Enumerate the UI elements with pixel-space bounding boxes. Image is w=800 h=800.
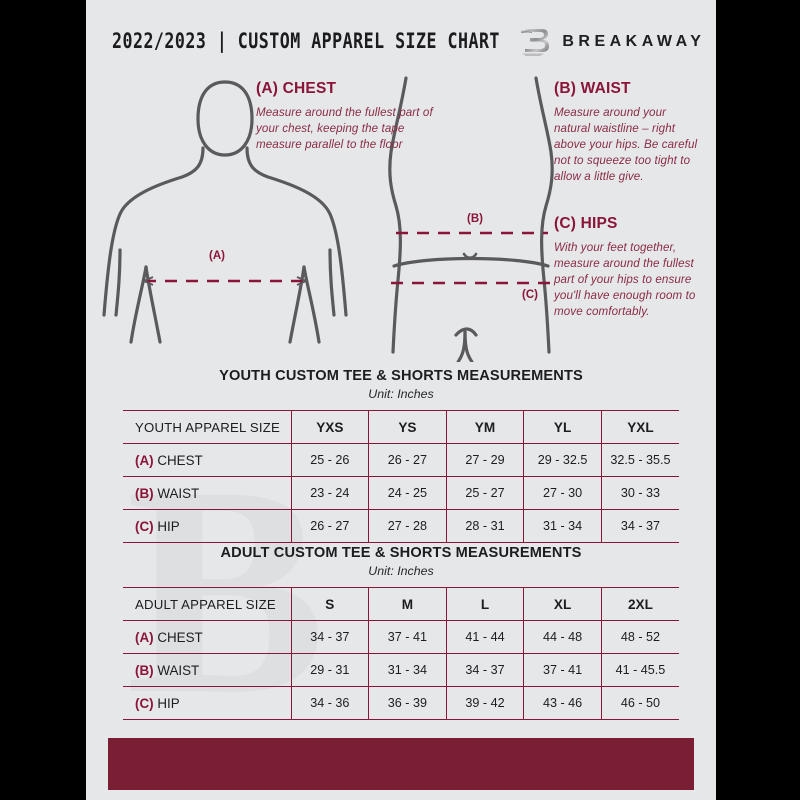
size-chart-page: B 2022/2023 | CUSTOM APPAREL SIZE CHART: [86, 0, 716, 800]
youth-row-label-chest: (A) CHEST: [123, 443, 292, 477]
table-cell: 23 - 24: [290, 476, 370, 510]
adult-column-header-l: L: [445, 587, 525, 621]
waist-body-text: Measure around your natural waistline – …: [554, 106, 698, 183]
table-row: (B) WAIST 23 - 24 24 - 25 25 - 27 27 - 30 30 …: [123, 476, 679, 510]
table-cell: 36 - 39: [368, 686, 447, 720]
male-hips-illustration: [388, 76, 554, 362]
chest-body-text: Measure around the fullest part of your …: [256, 106, 433, 151]
table-row: (A) CHEST 34 - 37 37 - 41 41 - 44 44 - 48 48 …: [123, 620, 679, 654]
measure-tag: (B): [135, 485, 154, 501]
table-cell: 28 - 31: [445, 509, 525, 543]
table-cell: 24 - 25: [368, 476, 447, 510]
brand-name: BREAKAWAY: [562, 33, 706, 50]
measure-tag: (A): [135, 452, 154, 468]
youth-column-header-yxl: YXL: [600, 410, 679, 444]
breakaway-b-logo-icon: [521, 29, 550, 56]
table-cell: 30 - 33: [600, 476, 679, 510]
adult-table-body: (A) CHEST 34 - 37 37 - 41 41 - 44 44 - 48 48 …: [123, 620, 679, 720]
waist-description-block: (B) WAIST Measure around your natural wa…: [554, 80, 704, 184]
table-cell: 32.5 - 35.5: [600, 443, 679, 477]
youth-table-header-row: YOUTH APPAREL SIZE YXS YS YM YL YXL: [123, 410, 679, 444]
adult-row-header-label: ADULT APPAREL SIZE: [123, 587, 292, 621]
table-cell: 39 - 42: [445, 686, 525, 720]
table-cell: 27 - 30: [523, 476, 602, 510]
table-cell: 46 - 50: [600, 686, 679, 720]
adult-size-table: ADULT APPAREL SIZE S M L XL 2XL (A) CHEST 34 -…: [123, 587, 679, 720]
table-cell: 44 - 48: [523, 620, 602, 654]
measurement-illustration: (A) (B) (C) (A) CHEST Measure around the…: [86, 70, 716, 362]
chest-heading: (A) CHEST: [256, 80, 337, 97]
table-cell: 31 - 34: [523, 509, 602, 543]
adult-row-label-hip: (C) HIP: [123, 686, 292, 720]
hips-description-block: (C) HIPS With your feet together, measur…: [554, 215, 706, 319]
table-cell: 37 - 41: [523, 653, 602, 687]
measure-tag: (C): [135, 695, 154, 711]
youth-row-header-label: YOUTH APPAREL SIZE: [123, 410, 292, 444]
adult-column-header-s: S: [290, 587, 370, 621]
adult-column-header-m: M: [368, 587, 447, 621]
table-cell: 43 - 46: [523, 686, 602, 720]
table-cell: 41 - 44: [445, 620, 525, 654]
youth-size-section: YOUTH CUSTOM TEE & SHORTS MEASUREMENTS U…: [86, 368, 716, 543]
brand-lockup: BREAKAWAY: [520, 26, 705, 58]
youth-column-header-ys: YS: [368, 410, 447, 444]
adult-table-unit: Unit: Inches: [368, 564, 434, 578]
table-cell: 48 - 52: [600, 620, 679, 654]
male-torso-front-illustration: [102, 80, 348, 344]
footer-accent-bar: [108, 738, 694, 790]
chest-arrow-right: [296, 276, 307, 286]
youth-table-unit: Unit: Inches: [368, 387, 434, 401]
waist-marker-label: (B): [467, 213, 483, 225]
table-cell: 29 - 31: [290, 653, 370, 687]
table-cell: 41 - 45.5: [600, 653, 679, 687]
measure-tag: (C): [135, 518, 154, 534]
table-cell: 37 - 41: [368, 620, 447, 654]
table-row: (C) HIP 34 - 36 36 - 39 39 - 42 43 - 46 46 - …: [123, 686, 679, 720]
hip-marker-label: (C): [522, 289, 538, 301]
adult-table-header-row: ADULT APPAREL SIZE S M L XL 2XL: [123, 587, 679, 621]
body-diagram-svg: [102, 76, 556, 362]
youth-size-table: YOUTH APPAREL SIZE YXS YS YM YL YXL (A) CHEST…: [123, 410, 679, 543]
chest-arrow-left: [143, 276, 154, 286]
chest-marker-label: (A): [209, 250, 225, 262]
hips-heading: (C) HIPS: [554, 215, 618, 232]
table-cell: 34 - 37: [290, 620, 370, 654]
adult-row-label-waist: (B) WAIST: [123, 653, 292, 687]
table-row: (B) WAIST 29 - 31 31 - 34 34 - 37 37 - 41 41 …: [123, 653, 679, 687]
table-cell: 26 - 27: [290, 509, 370, 543]
adult-size-section: ADULT CUSTOM TEE & SHORTS MEASUREMENTS U…: [86, 545, 716, 720]
youth-row-label-waist: (B) WAIST: [123, 476, 292, 510]
table-cell: 26 - 27: [368, 443, 447, 477]
youth-table-title: YOUTH CUSTOM TEE & SHORTS MEASUREMENTS: [219, 368, 583, 384]
table-cell: 25 - 26: [290, 443, 370, 477]
table-row: (A) CHEST 25 - 26 26 - 27 27 - 29 29 - 32.5 3…: [123, 443, 679, 477]
measure-tag: (A): [135, 629, 154, 645]
adult-table-title: ADULT CUSTOM TEE & SHORTS MEASUREMENTS: [220, 545, 582, 561]
table-cell: 27 - 28: [368, 509, 447, 543]
table-row: (C) HIP 26 - 27 27 - 28 28 - 31 31 - 34 34 - …: [123, 509, 679, 543]
youth-column-header-yl: YL: [523, 410, 602, 444]
chest-description-block: (A) CHEST Measure around the fullest par…: [256, 80, 436, 153]
measure-tag: (B): [135, 662, 154, 678]
table-cell: 29 - 32.5: [523, 443, 602, 477]
youth-column-header-ym: YM: [445, 410, 525, 444]
adult-row-label-chest: (A) CHEST: [123, 620, 292, 654]
youth-column-header-yxs: YXS: [290, 410, 370, 444]
youth-table-body: (A) CHEST 25 - 26 26 - 27 27 - 29 29 - 32.5 3…: [123, 443, 679, 543]
table-cell: 34 - 37: [445, 653, 525, 687]
hips-body-text: With your feet together, measure around …: [554, 241, 696, 318]
table-cell: 34 - 37: [600, 509, 679, 543]
adult-column-header-2xl: 2XL: [600, 587, 679, 621]
table-cell: 31 - 34: [368, 653, 447, 687]
waist-heading: (B) WAIST: [554, 80, 631, 97]
youth-row-label-hip: (C) HIP: [123, 509, 292, 543]
adult-column-header-xl: XL: [523, 587, 602, 621]
page-header: 2022/2023 | CUSTOM APPAREL SIZE CHART BR…: [86, 24, 716, 60]
table-cell: 27 - 29: [445, 443, 525, 477]
table-cell: 25 - 27: [445, 476, 525, 510]
table-cell: 34 - 36: [290, 686, 370, 720]
page-title: 2022/2023 | CUSTOM APPAREL SIZE CHART: [112, 29, 500, 55]
